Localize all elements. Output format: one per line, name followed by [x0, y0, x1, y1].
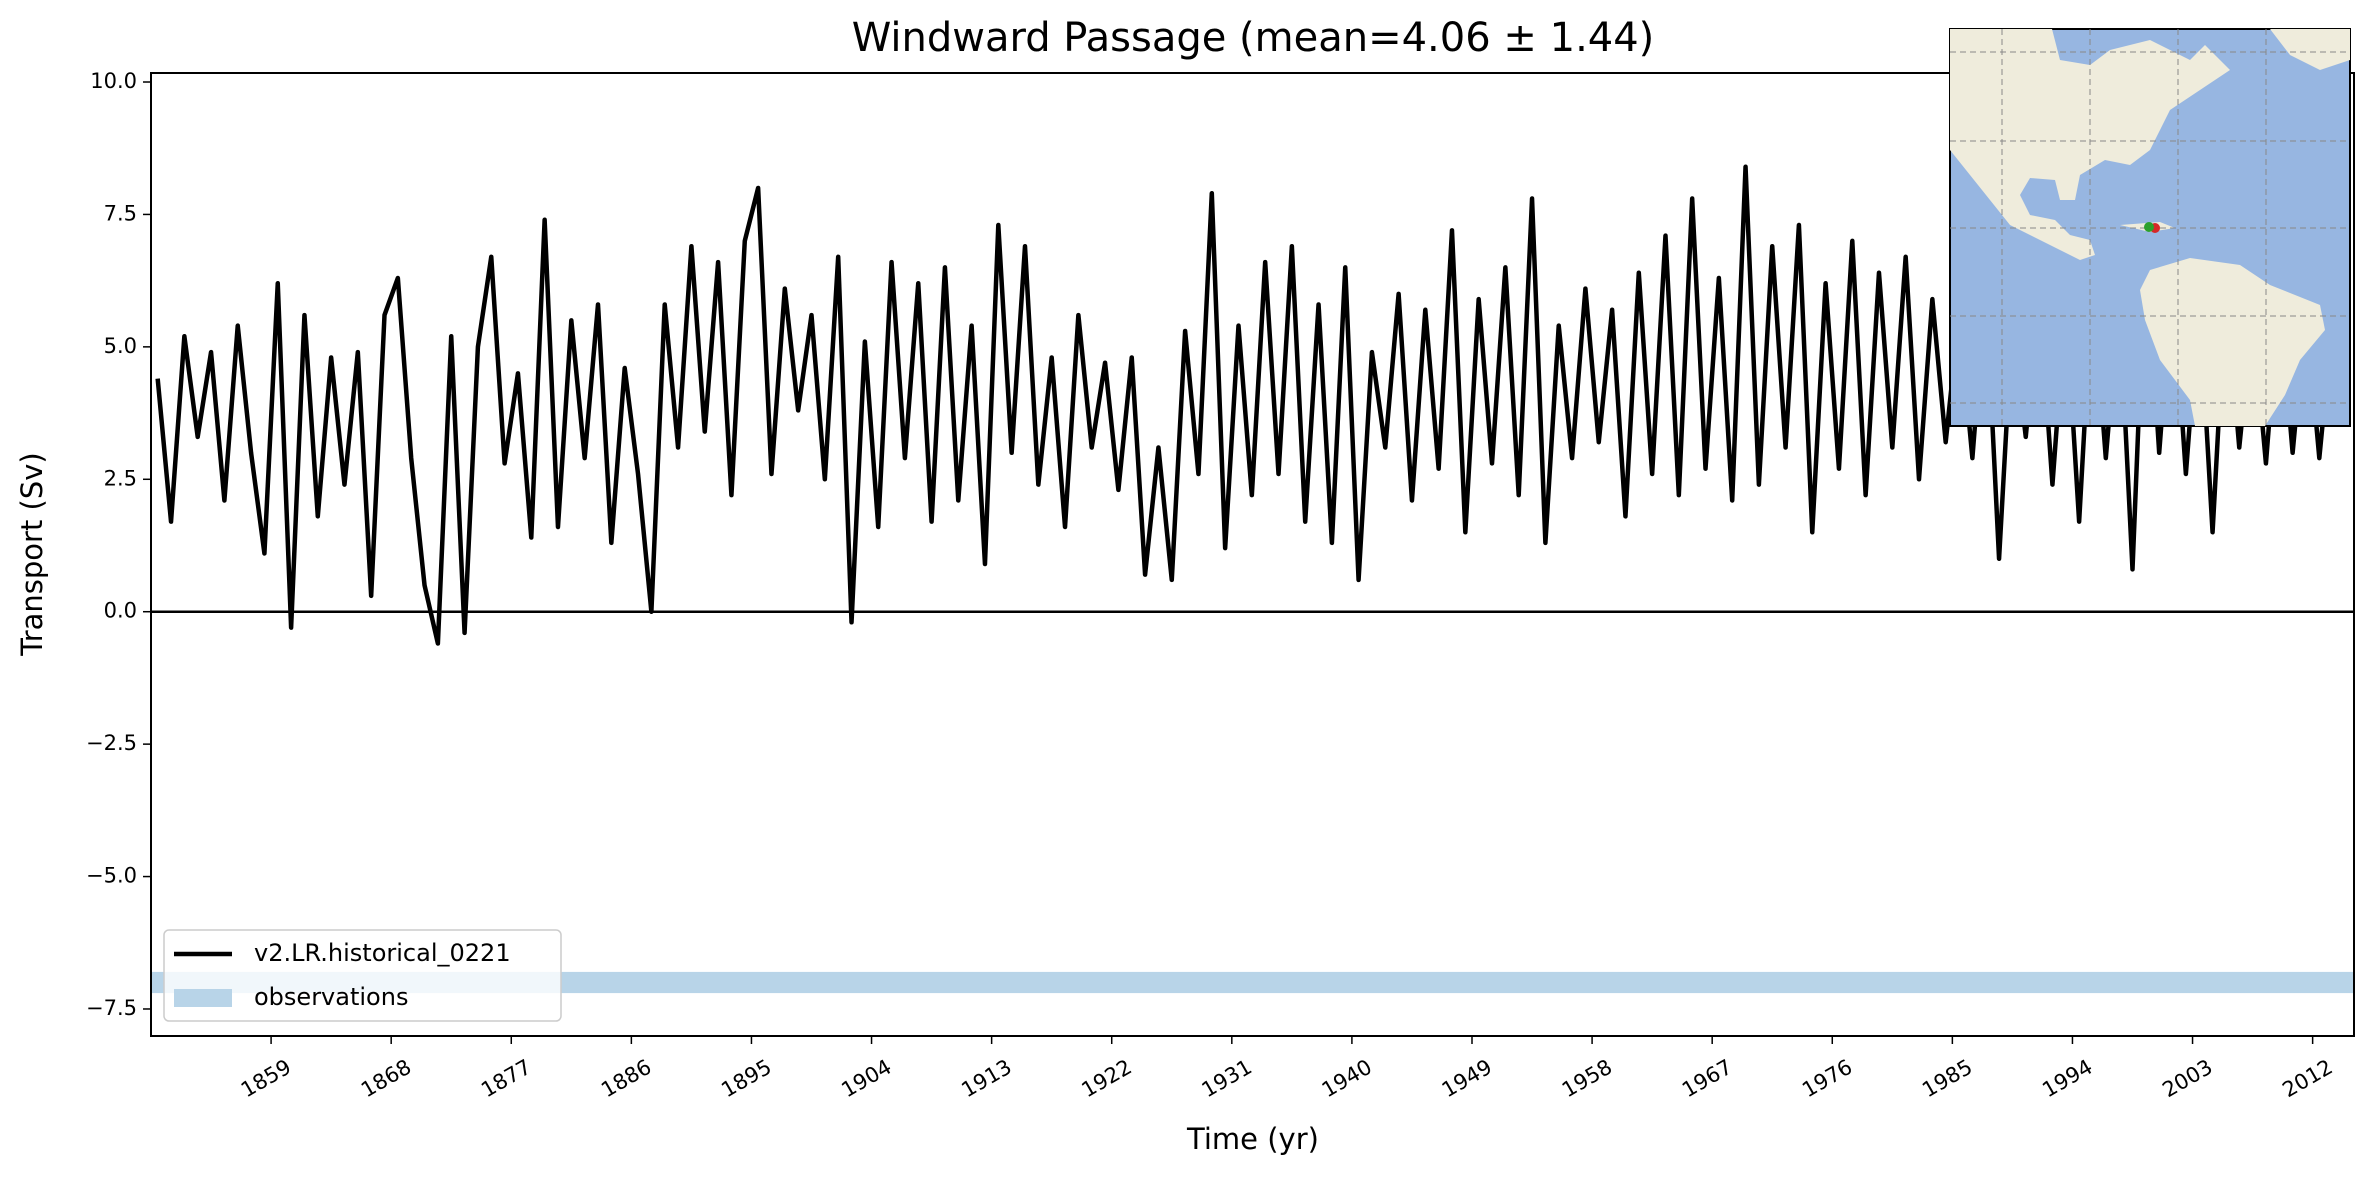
x-tick-label: 1859: [237, 1055, 295, 1103]
x-tick-label: 1922: [1078, 1055, 1136, 1103]
x-axis-label: Time (yr): [1186, 1122, 1319, 1156]
x-tick-label: 1967: [1678, 1055, 1736, 1103]
x-tick-label: 1985: [1918, 1055, 1976, 1103]
map-land: [2270, 29, 2350, 70]
map-marker: [2144, 222, 2154, 232]
legend-swatch: [174, 989, 232, 1007]
x-tick-label: 1949: [1438, 1055, 1496, 1103]
y-tick-label: 10.0: [90, 69, 137, 93]
y-tick-label: 7.5: [104, 201, 137, 225]
legend-box: [163, 929, 562, 1022]
x-tick-label: 1895: [717, 1055, 775, 1103]
x-tick-label: 1976: [1798, 1055, 1856, 1103]
y-tick-label: −5.0: [86, 864, 137, 888]
observation-band: [151, 971, 2354, 994]
x-tick-label: 1904: [837, 1055, 895, 1103]
y-tick-label: −7.5: [86, 996, 137, 1020]
x-tick-label: 2012: [2278, 1055, 2336, 1103]
y-tick-label: 5.0: [104, 334, 137, 358]
legend-label: observations: [254, 983, 408, 1011]
map-land: [2140, 258, 2325, 426]
y-tick-label: −2.5: [86, 731, 137, 755]
y-tick-label: 2.5: [104, 466, 137, 490]
map-graticule: [1950, 29, 2350, 426]
chart-title: Windward Passage (mean=4.06 ± 1.44): [852, 15, 1655, 61]
plot-frame: [150, 72, 2355, 1037]
legend: v2.LR.historical_0221 observations: [163, 929, 562, 1022]
legend-label: v2.LR.historical_0221: [254, 939, 511, 967]
x-tick-label: 1994: [2038, 1055, 2096, 1103]
x-tick-label: 1913: [957, 1055, 1015, 1103]
x-tick-label: 1940: [1318, 1055, 1376, 1103]
x-tick-label: 2003: [2158, 1055, 2216, 1103]
x-tick-label: 1886: [597, 1055, 655, 1103]
x-tick-label: 1868: [357, 1055, 415, 1103]
x-tick-label: 1931: [1198, 1055, 1256, 1103]
x-tick-label: 1877: [477, 1055, 535, 1103]
x-tick-label: 1958: [1558, 1055, 1616, 1103]
map-inset: [1949, 28, 2351, 427]
y-axis-label: Transport (Sv): [15, 452, 49, 657]
y-tick-label: 0.0: [104, 599, 137, 623]
